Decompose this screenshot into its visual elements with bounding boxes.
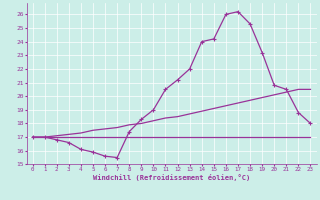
X-axis label: Windchill (Refroidissement éolien,°C): Windchill (Refroidissement éolien,°C) <box>93 174 250 181</box>
